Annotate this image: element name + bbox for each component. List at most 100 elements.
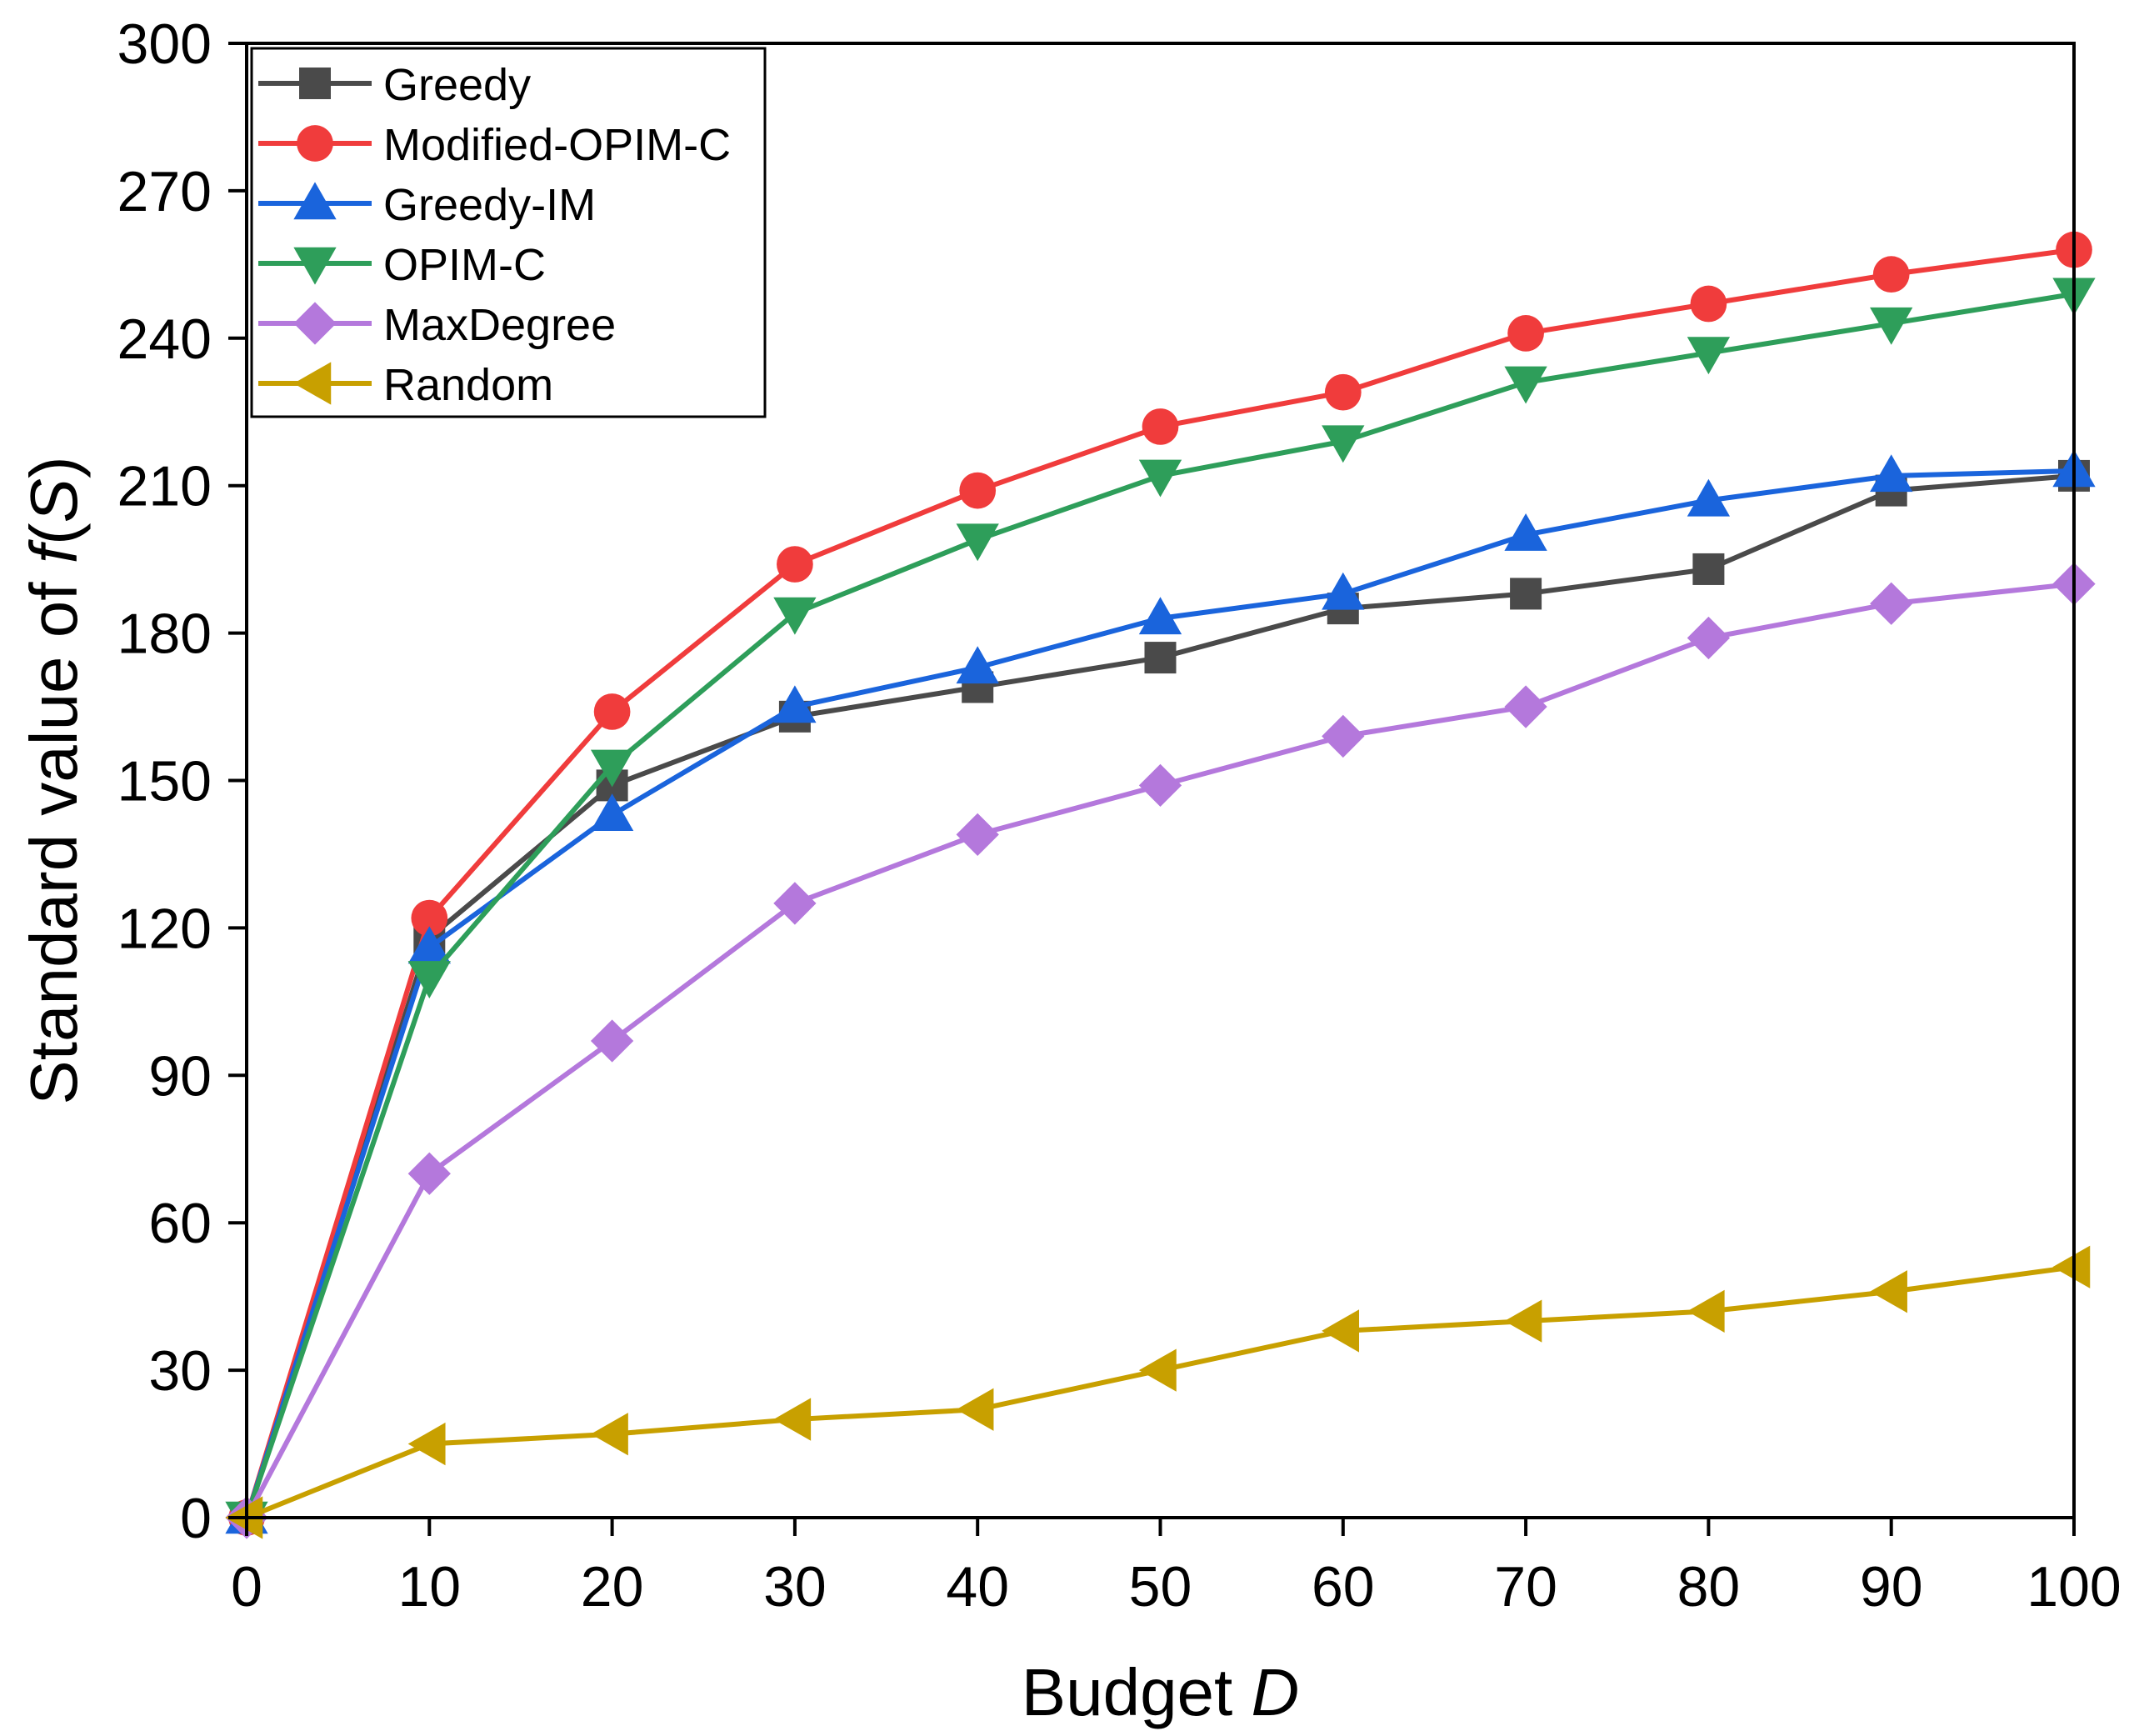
data-point	[2052, 1245, 2091, 1288]
data-point	[1870, 582, 1913, 625]
x-tick-label: 10	[397, 1555, 461, 1618]
x-tick-label: 20	[581, 1555, 644, 1618]
legend-label: Greedy	[383, 60, 531, 110]
y-tick-label: 300	[117, 13, 212, 76]
series-random	[225, 1245, 2091, 1539]
x-tick-label: 0	[231, 1555, 262, 1618]
data-point	[1138, 1348, 1177, 1392]
y-axis-label-paren-close: )	[17, 456, 91, 478]
data-point	[1690, 285, 1727, 323]
data-point	[959, 472, 997, 509]
series-greedy-im	[225, 449, 2096, 1534]
legend-label: OPIM-C	[383, 240, 546, 290]
y-tick-label: 60	[148, 1192, 212, 1255]
legend-label: Random	[383, 360, 553, 410]
legend-label: MaxDegree	[383, 300, 616, 350]
data-point	[1687, 1289, 1725, 1333]
legend-item: Modified-OPIM-C	[258, 120, 731, 170]
y-tick-label: 270	[117, 160, 212, 223]
y-tick-label: 180	[117, 603, 212, 666]
data-point	[1138, 459, 1182, 498]
data-point	[1870, 454, 1913, 493]
data-point	[1322, 572, 1365, 610]
data-point	[1870, 1270, 1907, 1313]
legend-marker	[293, 302, 337, 345]
data-point	[1504, 685, 1547, 728]
data-point	[407, 961, 451, 999]
legend-marker	[293, 182, 337, 220]
data-point	[956, 646, 999, 684]
series-layer	[225, 231, 2096, 1539]
data-point	[1692, 553, 1725, 585]
x-tick-label: 80	[1677, 1555, 1741, 1618]
y-tick-label: 120	[117, 897, 212, 960]
data-point	[1872, 256, 1910, 293]
legend-marker	[299, 68, 331, 99]
y-axis-label-paren-open: (	[17, 523, 91, 545]
data-point	[593, 693, 631, 730]
x-tick-label: 50	[1129, 1555, 1192, 1618]
x-tick-label: 90	[1860, 1555, 1923, 1618]
data-point	[773, 597, 817, 635]
x-axis-label: Budget D	[1022, 1655, 1300, 1729]
data-point	[407, 1152, 451, 1195]
legend-box	[250, 47, 767, 418]
data-point	[1322, 1309, 1360, 1353]
legend-marker	[297, 125, 333, 162]
data-point	[1138, 597, 1182, 635]
data-point	[1138, 763, 1182, 808]
data-point	[1504, 1299, 1542, 1343]
legend-label: Modified-OPIM-C	[383, 120, 731, 170]
data-point	[1322, 425, 1365, 463]
legend-label: Greedy-IM	[383, 180, 596, 230]
x-tick-label: 40	[946, 1555, 1009, 1618]
legend-item: MaxDegree	[258, 300, 616, 350]
data-point	[590, 1019, 634, 1063]
x-tick-label: 60	[1312, 1555, 1375, 1618]
y-tick-label: 210	[117, 455, 212, 518]
data-point	[1504, 366, 1547, 404]
data-point	[1504, 513, 1547, 551]
data-point	[590, 1413, 628, 1456]
data-point	[1144, 642, 1177, 674]
x-tick-label: 30	[763, 1555, 827, 1618]
data-point	[1687, 478, 1731, 517]
legend-item: Greedy-IM	[258, 180, 596, 230]
legend: Greedy Modified-OPIM-C Greedy-IM OPIM-C MaxD…	[250, 47, 767, 418]
data-point	[1687, 616, 1731, 660]
data-point	[773, 882, 817, 925]
data-point	[407, 926, 451, 964]
data-point	[1870, 307, 1913, 345]
data-point	[1324, 373, 1362, 411]
legend-marker	[293, 362, 332, 405]
legend-marker	[293, 247, 337, 285]
data-point	[956, 1388, 994, 1431]
data-point	[777, 546, 813, 583]
y-tick-label: 90	[148, 1044, 212, 1108]
x-axis-label-prefix: Budget	[1022, 1655, 1252, 1729]
x-tick-label: 70	[1494, 1555, 1557, 1618]
y-tick-label: 0	[180, 1487, 212, 1550]
data-point	[1507, 315, 1544, 352]
legend-item: Random	[258, 360, 553, 410]
y-axis-label-italic-s: S	[17, 478, 91, 523]
data-point	[1322, 714, 1365, 758]
x-axis: 0 10 20 30 40 50 60 70 80 90 100	[231, 1518, 2122, 1618]
y-tick-label: 150	[117, 750, 212, 813]
data-point	[1687, 337, 1731, 375]
y-axis-label-prefix: Standard value of	[17, 563, 91, 1104]
y-axis: 0 30 60 90 120 150 180 210 240 270 300	[117, 13, 247, 1550]
series-maxdegree	[225, 562, 2096, 1539]
x-axis-label-italic: D	[1252, 1655, 1300, 1729]
legend-item: Greedy	[258, 60, 531, 110]
y-tick-label: 30	[148, 1339, 212, 1403]
data-point	[773, 685, 817, 723]
data-point	[1142, 408, 1179, 445]
y-tick-label: 240	[117, 308, 212, 371]
data-point	[411, 899, 448, 937]
x-tick-label: 100	[2027, 1555, 2121, 1618]
data-point	[1510, 578, 1542, 610]
data-point	[956, 523, 999, 562]
data-point	[773, 1398, 812, 1441]
